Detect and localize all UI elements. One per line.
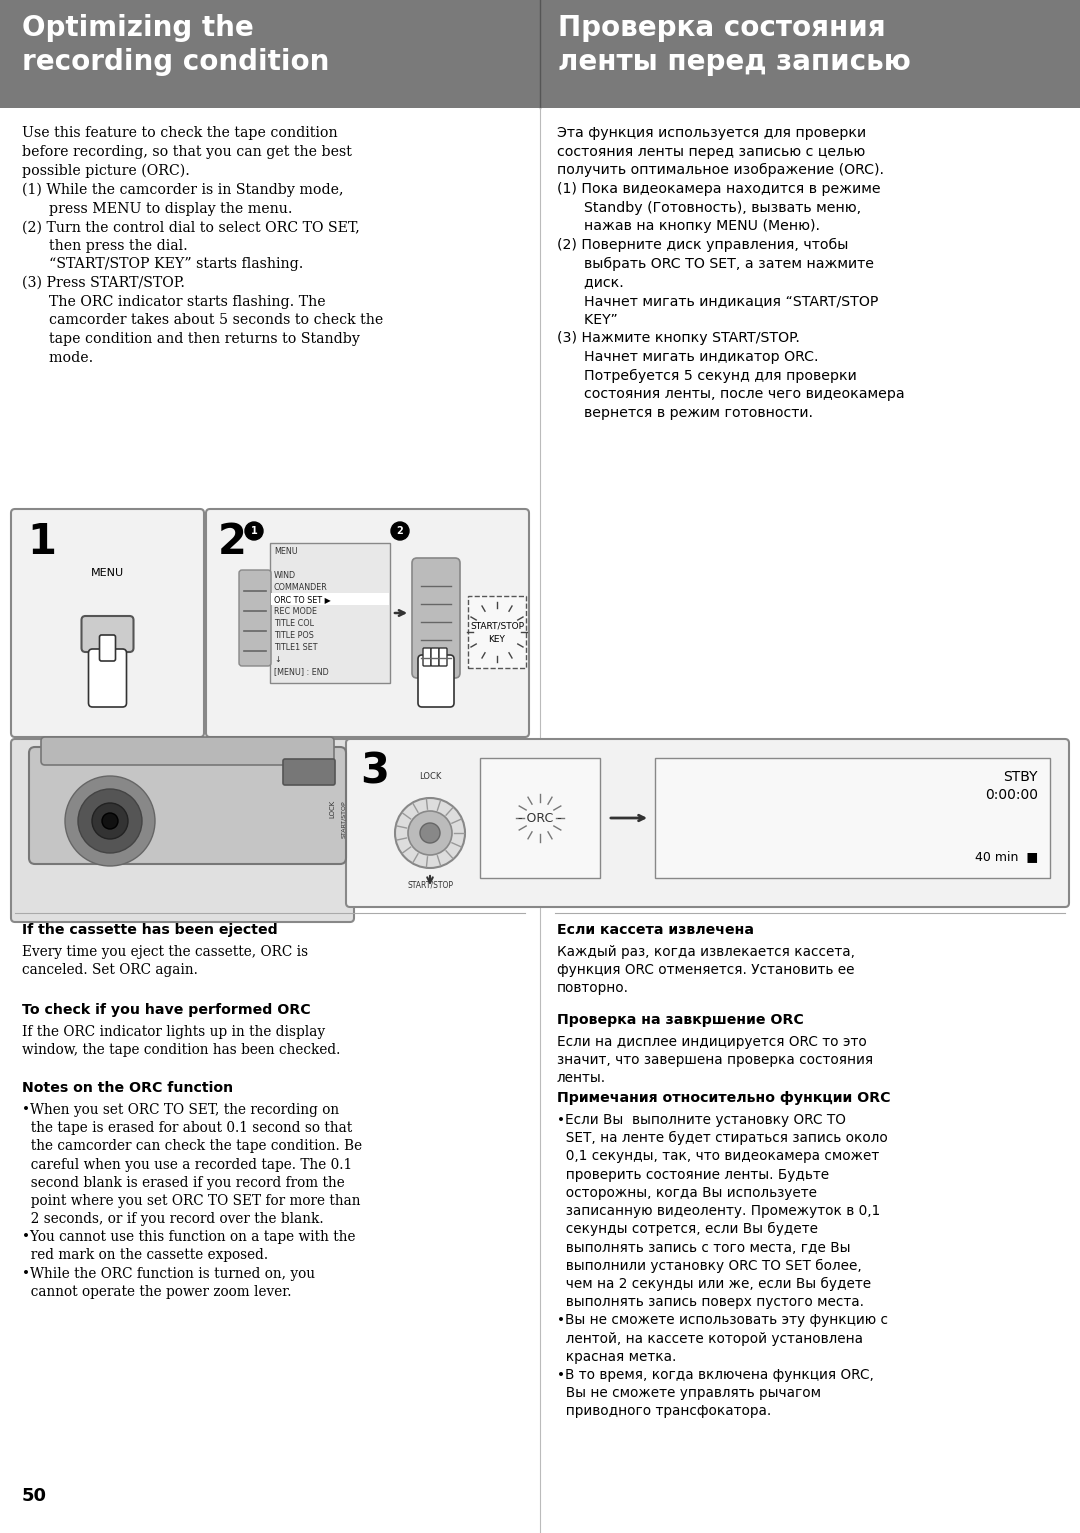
Text: ↓: ↓ — [274, 655, 281, 664]
FancyBboxPatch shape — [654, 757, 1050, 878]
Text: Notes on the ORC function: Notes on the ORC function — [22, 1081, 233, 1095]
Text: KEY: KEY — [488, 636, 505, 644]
FancyBboxPatch shape — [346, 739, 1069, 908]
Text: •Если Вы  выполните установку ORC TO
  SET, на ленте будет стираться запись окол: •Если Вы выполните установку ORC TO SET,… — [557, 1113, 888, 1418]
Text: 50: 50 — [22, 1487, 48, 1505]
Text: •When you set ORC TO SET, the recording on
  the tape is erased for about 0.1 se: •When you set ORC TO SET, the recording … — [22, 1104, 362, 1298]
Circle shape — [78, 789, 141, 852]
Circle shape — [102, 812, 118, 829]
Text: TITLE POS: TITLE POS — [274, 632, 314, 639]
Text: - ORC -: - ORC - — [518, 811, 562, 825]
FancyBboxPatch shape — [431, 648, 438, 665]
FancyBboxPatch shape — [411, 558, 460, 678]
FancyBboxPatch shape — [418, 655, 454, 707]
Circle shape — [92, 803, 129, 839]
Bar — [271, 593, 389, 606]
FancyBboxPatch shape — [480, 757, 600, 878]
Text: Use this feature to check the tape condition
before recording, so that you can g: Use this feature to check the tape condi… — [22, 126, 383, 365]
FancyBboxPatch shape — [99, 635, 116, 661]
Circle shape — [245, 523, 264, 540]
Text: Every time you eject the cassette, ORC is
canceled. Set ORC again.: Every time you eject the cassette, ORC i… — [22, 944, 308, 977]
Text: 2: 2 — [396, 526, 403, 537]
Text: START/STOP: START/STOP — [407, 881, 453, 891]
Text: Каждый раз, когда извлекается кассета,
функция ORC отменяется. Установить ее
пов: Каждый раз, когда извлекается кассета, ф… — [557, 944, 855, 995]
FancyBboxPatch shape — [29, 747, 346, 865]
FancyBboxPatch shape — [11, 739, 354, 921]
Circle shape — [420, 823, 440, 843]
Text: START/STOP: START/STOP — [470, 621, 524, 630]
Circle shape — [391, 523, 409, 540]
Circle shape — [395, 799, 465, 868]
Text: 2: 2 — [218, 521, 247, 563]
FancyBboxPatch shape — [81, 616, 134, 652]
Text: 1: 1 — [27, 521, 56, 563]
Text: MENU: MENU — [274, 547, 298, 556]
FancyBboxPatch shape — [239, 570, 271, 665]
Text: 3: 3 — [360, 751, 389, 793]
Text: START/STOP: START/STOP — [341, 800, 347, 839]
Circle shape — [65, 776, 156, 866]
Text: Проверка на завкршение ORC: Проверка на завкршение ORC — [557, 1013, 804, 1027]
Text: LOCK: LOCK — [419, 773, 442, 780]
Bar — [0, 0, 1080, 107]
Text: WIND: WIND — [274, 570, 296, 579]
Text: 0:00:00: 0:00:00 — [985, 788, 1038, 802]
Text: Если кассета извлечена: Если кассета извлечена — [557, 923, 754, 937]
FancyBboxPatch shape — [89, 648, 126, 707]
Text: ORC TO SET ▶: ORC TO SET ▶ — [274, 595, 330, 604]
Text: If the cassette has been ejected: If the cassette has been ejected — [22, 923, 278, 937]
Text: 40 min  ■: 40 min ■ — [975, 849, 1038, 863]
Bar — [270, 543, 390, 684]
FancyBboxPatch shape — [438, 648, 447, 665]
FancyBboxPatch shape — [468, 596, 526, 668]
Text: Примечания относительно функции ORC: Примечания относительно функции ORC — [557, 1091, 891, 1105]
FancyBboxPatch shape — [206, 509, 529, 737]
Text: LOCK: LOCK — [329, 800, 335, 819]
Circle shape — [408, 811, 453, 855]
Text: MENU: MENU — [91, 569, 124, 578]
Text: Optimizing the
recording condition: Optimizing the recording condition — [22, 14, 329, 75]
Text: TITLE COL: TITLE COL — [274, 619, 314, 629]
Text: COMMANDER: COMMANDER — [274, 583, 327, 592]
Text: If the ORC indicator lights up in the display
window, the tape condition has bee: If the ORC indicator lights up in the di… — [22, 1026, 340, 1058]
Text: Эта функция используется для проверки
состояния ленты перед записью с целью
полу: Эта функция используется для проверки со… — [557, 126, 905, 420]
FancyBboxPatch shape — [423, 648, 431, 665]
Text: [MENU] : END: [MENU] : END — [274, 667, 328, 676]
Text: Проверка состояния
ленты перед записью: Проверка состояния ленты перед записью — [558, 14, 910, 75]
FancyBboxPatch shape — [41, 737, 334, 765]
Text: TITLE1 SET: TITLE1 SET — [274, 642, 318, 652]
Text: To check if you have performed ORC: To check if you have performed ORC — [22, 1003, 311, 1016]
FancyBboxPatch shape — [11, 509, 204, 737]
FancyBboxPatch shape — [283, 759, 335, 785]
Text: REC MODE: REC MODE — [274, 607, 318, 616]
Text: Если на дисплее индицируется ORC то это
значит, что завершена проверка состояния: Если на дисплее индицируется ORC то это … — [557, 1035, 873, 1085]
Text: STBY: STBY — [1003, 770, 1038, 783]
Text: 1: 1 — [251, 526, 257, 537]
